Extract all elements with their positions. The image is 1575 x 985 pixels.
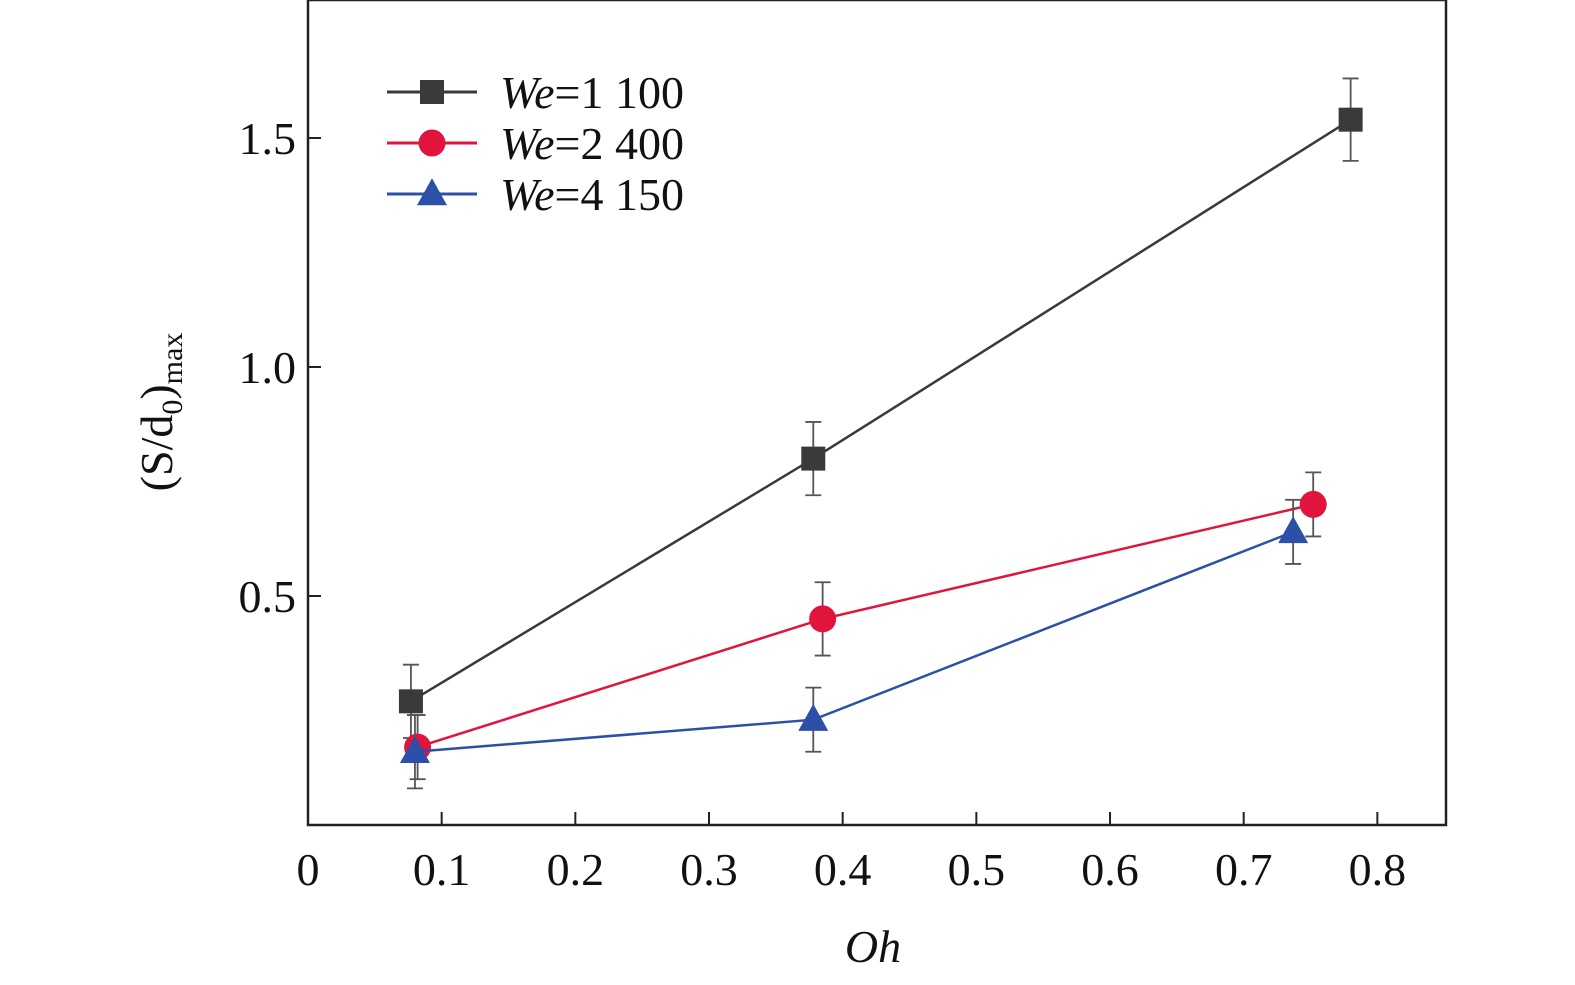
x-tick-label: 0.6 [1081,844,1139,895]
x-tick-label: 0.8 [1349,844,1407,895]
legend-marker [417,178,447,206]
legend-label: We=2 400 [500,118,684,169]
legend-label-prefix: We [500,118,555,169]
y-axis-title-close: ) [131,384,182,399]
legend-label-suffix: =2 400 [555,118,684,169]
y-axis-title-main: (S/d [131,415,182,492]
legend-marker [420,80,444,104]
data-point [1338,107,1363,132]
x-tick-label: 0.4 [814,844,872,895]
data-point [801,446,826,471]
x-axis-title: Oh [845,921,901,972]
x-tick-label: 0.3 [680,844,738,895]
series-line [414,530,1294,753]
series-2 [404,471,1327,781]
legend-label: We=4 150 [500,169,684,220]
legend-label: We=1 100 [500,67,684,118]
x-axis-ticks: 0 0.1 0.2 0.3 0.4 0.5 0.6 0.7 0.8 [297,812,1407,895]
series-line [417,503,1314,749]
series-layer [398,77,1363,790]
y-axis-ticks: 0.5 1.0 1.5 [239,113,321,622]
y-tick-label: 1.5 [239,113,297,164]
series-1 [398,77,1363,739]
data-point [1278,516,1309,544]
x-tick-label: 0.5 [948,844,1006,895]
data-point [398,689,423,714]
x-tick-label: 0.2 [547,844,605,895]
legend-label-suffix: =4 150 [555,169,684,220]
x-tick-label: 0.1 [413,844,471,895]
x-tick-label: 0.7 [1215,844,1273,895]
y-axis-title: (S/d0)max [131,333,189,492]
legend-label-prefix: We [500,67,555,118]
legend-label-prefix: We [500,169,555,220]
y-tick-label: 0.5 [239,571,297,622]
data-point [809,605,837,633]
y-axis-title-sub0: 0 [156,400,189,415]
legend-label-suffix: =1 100 [555,67,684,118]
x-tick-label: 0 [297,844,320,895]
series-3 [399,498,1309,790]
legend-marker [418,129,446,157]
y-tick-label: 1.0 [239,342,297,393]
data-point [1299,490,1327,518]
plot-frame [306,0,1448,827]
y-axis-title-sub-max: max [156,333,189,385]
data-point [399,735,430,763]
data-point [798,703,829,731]
